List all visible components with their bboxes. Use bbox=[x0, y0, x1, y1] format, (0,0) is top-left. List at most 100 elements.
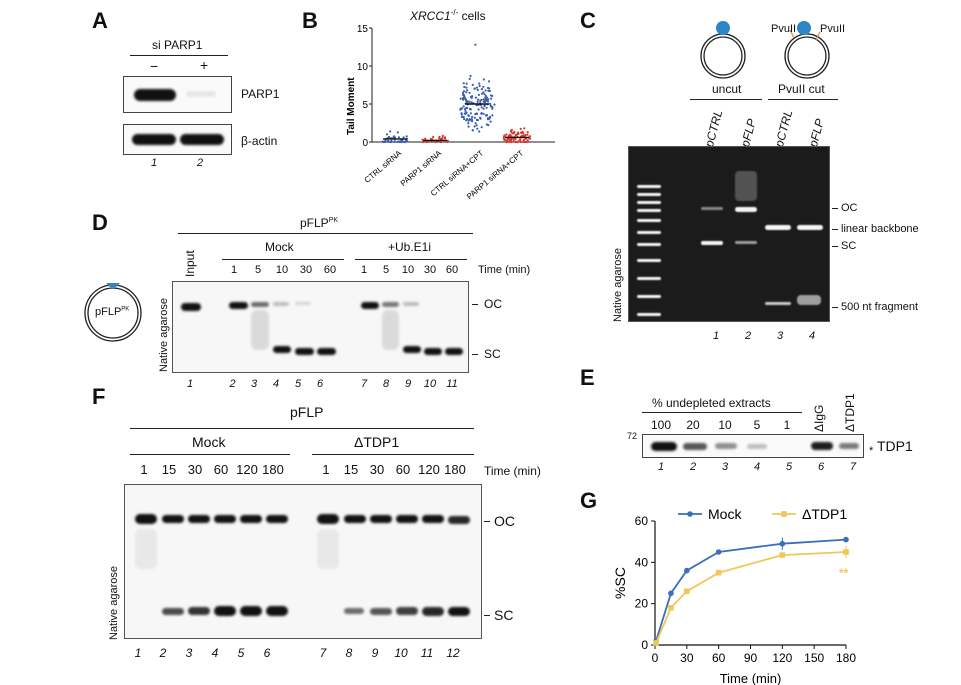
f-l10-sc bbox=[396, 607, 418, 615]
panel-b-dot bbox=[441, 134, 444, 137]
d-l2-oc bbox=[229, 302, 248, 309]
panel-b-dot bbox=[460, 112, 463, 115]
panel-d-lane-11: 11 bbox=[446, 378, 458, 390]
f-l6-sc bbox=[266, 606, 288, 616]
panel-c-side-label: Native agarose bbox=[612, 248, 624, 322]
c-lane1-sc bbox=[701, 241, 723, 245]
panel-f-title-line bbox=[130, 428, 474, 429]
panel-e-lane-7: 7 bbox=[849, 461, 857, 473]
panel-b-dot bbox=[467, 119, 470, 122]
g-series-line-1 bbox=[655, 551, 847, 644]
panel-b-dot bbox=[505, 133, 508, 136]
panel-b-dot bbox=[480, 126, 483, 129]
panel-b-dot bbox=[467, 122, 470, 125]
panel-b-dot bbox=[468, 107, 472, 111]
panel-b-dot bbox=[462, 90, 466, 93]
panel-b-dot bbox=[487, 98, 490, 101]
f-l11-sc bbox=[422, 607, 444, 616]
panel-f-lane-5: 5 bbox=[237, 646, 245, 660]
c-lane1-oc bbox=[701, 207, 723, 210]
panel-a-parp1-blot bbox=[123, 76, 232, 113]
panel-f-lane-numbers: 1 2 3 4 5 6 7 8 9 10 11 12 bbox=[126, 646, 466, 660]
panel-b-dot bbox=[514, 137, 517, 141]
panel-b-dot bbox=[471, 83, 474, 86]
panel-d-lane-numbers: 1 2 3 4 5 6 7 8 9 10 11 bbox=[178, 378, 463, 390]
panel-d-lane-7: 7 bbox=[360, 378, 368, 390]
panel-b-label: B bbox=[302, 8, 318, 33]
f-l1-oc bbox=[135, 514, 157, 524]
f-l11-oc bbox=[422, 515, 444, 523]
panel-b-dot bbox=[388, 140, 392, 144]
panel-e-head-3: 10 bbox=[718, 418, 732, 432]
panel-e-lane-2: 2 bbox=[689, 461, 697, 473]
panel-b-dot bbox=[528, 137, 532, 140]
panel-d-gel bbox=[172, 281, 469, 373]
panel-b-dot bbox=[381, 140, 384, 143]
ladder-band bbox=[637, 193, 661, 196]
c-lane3-fragment bbox=[765, 302, 791, 305]
panel-f-time-6: 180 bbox=[262, 462, 284, 477]
panel-b-dot bbox=[474, 43, 477, 46]
panel-b-dot bbox=[483, 93, 486, 96]
panel-b-dot bbox=[504, 139, 508, 142]
panel-f-time-3: 30 bbox=[187, 462, 203, 477]
d-l11-sc bbox=[445, 348, 463, 355]
panel-b-dot bbox=[464, 107, 467, 110]
panel-b-dot bbox=[475, 86, 479, 89]
panel-f-group-tdp1: ΔTDP1 bbox=[354, 434, 400, 450]
panel-c-lane-name-1: pCTRL bbox=[702, 108, 726, 149]
panel-f-lane-3: 3 bbox=[185, 646, 193, 660]
panel-c-band-oc: OC bbox=[841, 202, 858, 214]
g-xtick-label: 120 bbox=[772, 651, 792, 665]
d-l4-oc bbox=[273, 302, 289, 306]
panel-b-dot bbox=[404, 140, 407, 144]
panel-b-dot bbox=[490, 105, 493, 108]
panel-d-time-row-2: 1 5 10 30 60 bbox=[353, 264, 463, 276]
panel-f-title: pFLP bbox=[290, 404, 324, 420]
c-lane4-fragment bbox=[797, 295, 821, 305]
panel-e-header-line bbox=[642, 412, 802, 413]
panel-b-dot bbox=[468, 91, 471, 94]
panel-b-dot bbox=[387, 135, 391, 139]
c-sc-tick bbox=[832, 246, 838, 247]
g-point-1 bbox=[715, 569, 722, 576]
panel-e-header: % undepleted extracts bbox=[652, 396, 771, 410]
panel-b-dot bbox=[526, 139, 529, 142]
panel-c-gel bbox=[628, 146, 830, 322]
panel-f-lane-8: 8 bbox=[345, 646, 353, 660]
ladder-band bbox=[637, 231, 661, 234]
panel-f-lane-11: 11 bbox=[420, 646, 434, 660]
g-xtick-label: 150 bbox=[804, 651, 824, 665]
ladder-band bbox=[637, 209, 661, 212]
panel-f-gel bbox=[124, 484, 482, 639]
panel-b-dot bbox=[482, 112, 485, 115]
panel-e-lane-6: 6 bbox=[817, 461, 825, 473]
panel-g-chart: 0 20 40 60 0 30 60 90 120 150 180 Time (min) %SC Mock… bbox=[612, 506, 856, 685]
panel-d-time-7: 5 bbox=[382, 264, 390, 276]
panel-f-time-2: 15 bbox=[161, 462, 177, 477]
panel-d-time-6: 1 bbox=[360, 264, 368, 276]
panel-b-dot bbox=[486, 86, 490, 90]
panel-f-time-10: 60 bbox=[395, 462, 411, 477]
panel-b-dot bbox=[523, 127, 526, 130]
panel-a-plus: + bbox=[200, 57, 209, 73]
panel-b-dot bbox=[475, 124, 478, 127]
panel-e-lane-3: 3 bbox=[721, 461, 729, 473]
g-legend-label-1: ΔTDP1 bbox=[802, 506, 847, 522]
g-point-0 bbox=[668, 590, 674, 597]
g-ylabel: %SC bbox=[612, 567, 628, 599]
c-lane2-sc bbox=[735, 241, 757, 244]
actin-band-1 bbox=[132, 134, 176, 145]
f-l3-sc bbox=[188, 607, 210, 615]
panel-b-dot bbox=[463, 112, 466, 115]
panel-d-band-sc: SC bbox=[484, 347, 501, 361]
panel-d-side-label: Native agarose bbox=[158, 298, 170, 372]
panel-b-dot bbox=[405, 135, 408, 138]
c-oc-tick bbox=[832, 208, 838, 209]
panel-c-lane-1: 1 bbox=[712, 330, 720, 342]
panel-f-lane-9: 9 bbox=[371, 646, 379, 660]
d-sc-tick bbox=[472, 354, 478, 355]
f-l3-oc bbox=[188, 515, 210, 523]
panel-b-dot bbox=[465, 91, 468, 94]
f-l2-oc bbox=[162, 515, 184, 523]
